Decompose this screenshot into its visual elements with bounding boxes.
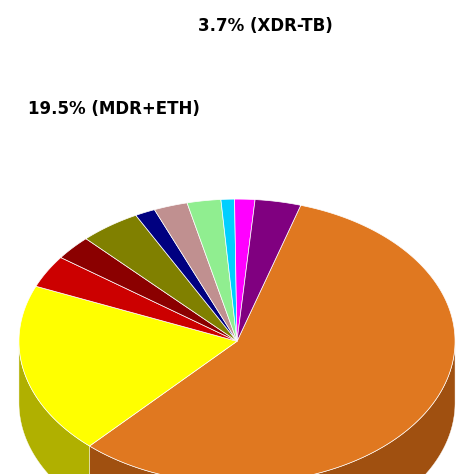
- Text: 19.5% (MDR+ETH): 19.5% (MDR+ETH): [28, 100, 200, 118]
- Polygon shape: [90, 342, 455, 474]
- Polygon shape: [86, 215, 237, 341]
- Polygon shape: [19, 342, 90, 474]
- Polygon shape: [155, 203, 237, 341]
- Polygon shape: [19, 286, 237, 446]
- Text: 3.7% (XDR-TB): 3.7% (XDR-TB): [198, 17, 333, 35]
- Polygon shape: [221, 199, 237, 341]
- Polygon shape: [36, 257, 237, 341]
- Polygon shape: [90, 205, 455, 474]
- Polygon shape: [136, 210, 237, 341]
- Polygon shape: [237, 200, 301, 341]
- Polygon shape: [235, 199, 255, 341]
- Polygon shape: [187, 200, 237, 341]
- Polygon shape: [61, 239, 237, 341]
